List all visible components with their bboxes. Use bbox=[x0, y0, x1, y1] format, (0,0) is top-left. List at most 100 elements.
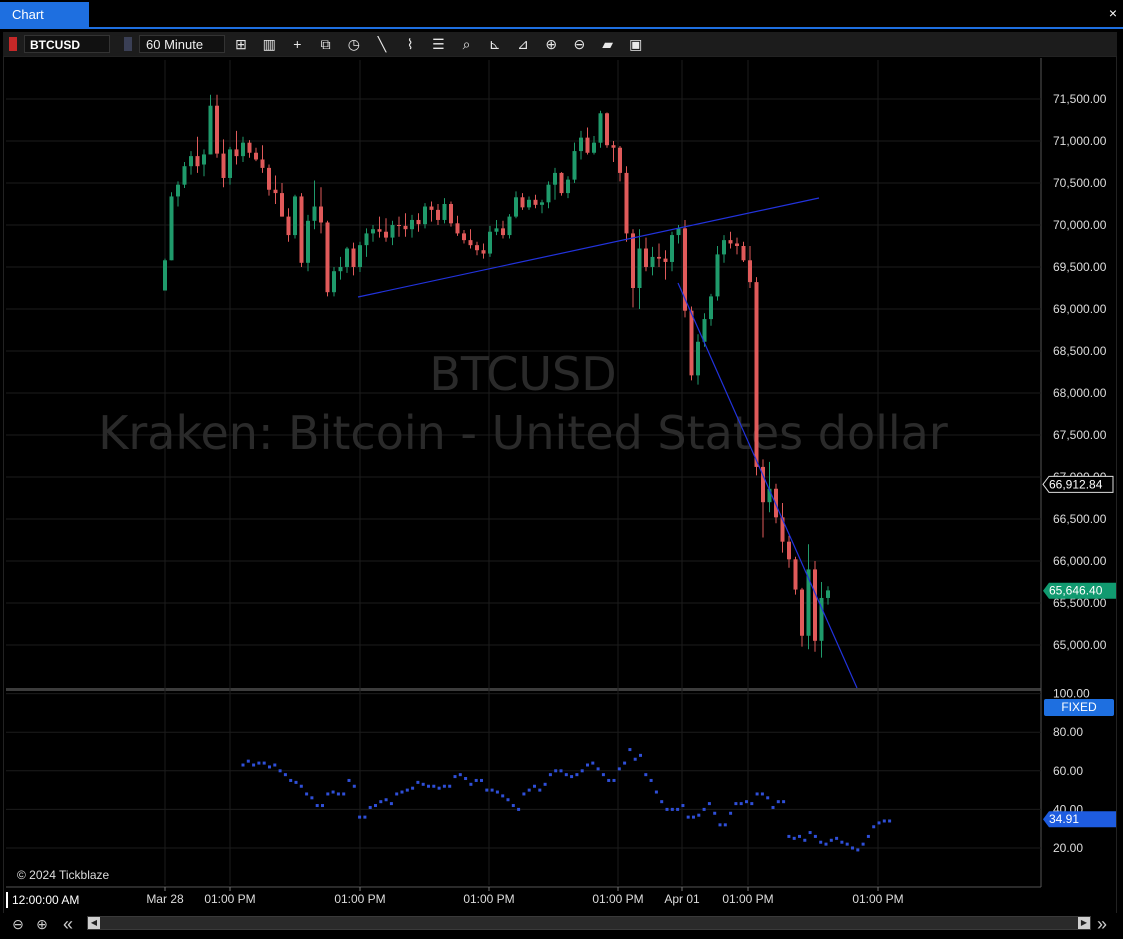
candle bbox=[507, 214, 512, 239]
candle bbox=[611, 141, 616, 162]
candle-body bbox=[514, 197, 518, 217]
candle bbox=[189, 151, 193, 175]
scroll-back-icon[interactable]: « bbox=[62, 914, 73, 934]
axis-scale-icon[interactable]: ⊿ bbox=[517, 36, 529, 52]
candle bbox=[787, 535, 791, 568]
indicator-tick-label: 100.00 bbox=[1053, 687, 1090, 701]
candle bbox=[403, 213, 408, 237]
symbol-input[interactable]: BTCUSD bbox=[24, 35, 110, 53]
horizontal-scrollbar[interactable]: ◀ ▶ bbox=[87, 916, 1091, 930]
search-icon[interactable]: ⌕ bbox=[462, 36, 471, 52]
candle-body bbox=[299, 196, 304, 263]
cursor-time-label: 12:00:00 AM bbox=[6, 892, 83, 908]
indicator-point bbox=[633, 757, 637, 761]
candle-body bbox=[254, 152, 258, 160]
indicator-point bbox=[734, 802, 738, 806]
indicator-point bbox=[480, 778, 483, 782]
indicator-point bbox=[543, 782, 547, 786]
candle bbox=[416, 213, 421, 232]
last-price-value: 65,646.40 bbox=[1049, 584, 1103, 598]
candle-body bbox=[338, 267, 343, 272]
candle bbox=[501, 220, 505, 239]
candle-body bbox=[806, 569, 811, 636]
candle-body bbox=[436, 209, 440, 220]
zoom-out-icon[interactable]: ⊖ bbox=[573, 36, 586, 52]
candle-body bbox=[592, 142, 596, 153]
candle bbox=[819, 582, 824, 658]
candle-body bbox=[813, 569, 817, 641]
indicator-point bbox=[713, 811, 717, 815]
line-tool-icon[interactable]: ╲ bbox=[377, 36, 387, 52]
candle-body bbox=[774, 488, 778, 518]
list-icon[interactable]: ☰ bbox=[432, 36, 445, 52]
candle-body bbox=[787, 541, 791, 560]
indicator-point bbox=[278, 769, 282, 773]
zoom-in-icon[interactable]: ⊕ bbox=[545, 36, 558, 52]
indicator-point bbox=[310, 796, 314, 800]
candle-body bbox=[702, 319, 707, 342]
candle bbox=[533, 194, 538, 209]
indicator-point bbox=[554, 769, 558, 773]
indicator-tick-label: 20.00 bbox=[1053, 841, 1083, 855]
candle-body bbox=[312, 206, 317, 221]
zoom-in-icon[interactable]: ⊕ bbox=[36, 916, 48, 932]
indicator-point bbox=[427, 784, 430, 788]
close-icon[interactable]: × bbox=[1108, 5, 1117, 21]
scroll-left-icon[interactable]: ◀ bbox=[88, 917, 100, 929]
axis-icon[interactable]: ⊾ bbox=[488, 36, 501, 52]
candle-body bbox=[241, 142, 245, 157]
candle-body bbox=[416, 219, 421, 225]
indicator-point bbox=[644, 773, 648, 777]
zoom-out-icon[interactable]: ⊖ bbox=[12, 916, 24, 932]
timeframe-select[interactable]: 60 Minute bbox=[139, 35, 225, 53]
indicator-point bbox=[729, 811, 733, 815]
trend-tool-icon[interactable]: ⌇ bbox=[406, 36, 414, 52]
clock-icon[interactable]: ◷ bbox=[347, 36, 360, 52]
timeframe-color-swatch[interactable] bbox=[124, 37, 132, 51]
candle-body bbox=[683, 228, 687, 311]
time-tick-label: Mar 28 bbox=[146, 892, 184, 906]
indicator-point bbox=[294, 780, 298, 784]
compare-icon[interactable]: ⧉ bbox=[320, 36, 331, 52]
tab-chart[interactable]: Chart bbox=[0, 2, 89, 27]
candle-body bbox=[488, 231, 492, 254]
bar-type-icon[interactable]: ⊞ bbox=[235, 36, 247, 52]
candle bbox=[813, 561, 817, 652]
indicator-point bbox=[787, 834, 791, 838]
indicator-point bbox=[384, 798, 388, 802]
candle-body bbox=[598, 113, 603, 143]
candle bbox=[585, 127, 590, 155]
indicators-icon[interactable]: ▥ bbox=[262, 36, 276, 52]
scroll-right-icon[interactable]: ▶ bbox=[1078, 917, 1090, 929]
indicator-point bbox=[601, 773, 605, 777]
crosshair-icon[interactable]: + bbox=[293, 36, 302, 52]
save-icon[interactable]: ▣ bbox=[629, 36, 643, 52]
candle-body bbox=[208, 105, 213, 155]
candle bbox=[494, 219, 499, 236]
indicator-point bbox=[347, 778, 351, 782]
indicator-point bbox=[458, 773, 462, 777]
time-tick-label: 01:00 PM bbox=[204, 892, 255, 906]
scroll-forward-icon[interactable]: » bbox=[1096, 914, 1107, 934]
indicator-point bbox=[723, 823, 727, 827]
candle-body bbox=[650, 256, 655, 267]
scale-mode-button[interactable]: FIXED bbox=[1044, 699, 1114, 716]
candle bbox=[273, 175, 278, 204]
indicator-point bbox=[580, 769, 584, 773]
candle-body bbox=[410, 219, 414, 230]
indicator-point bbox=[570, 775, 574, 779]
indicator-point bbox=[336, 792, 340, 796]
open-folder-icon[interactable]: ▰ bbox=[602, 36, 613, 52]
candle bbox=[644, 237, 648, 272]
candle bbox=[455, 215, 460, 236]
trendline-support bbox=[357, 197, 820, 298]
price-tick-label: 65,000.00 bbox=[1053, 638, 1107, 652]
candle bbox=[176, 181, 180, 207]
candle bbox=[163, 258, 167, 291]
candle bbox=[800, 587, 804, 647]
candle-body bbox=[215, 105, 219, 154]
price-tick-label: 71,000.00 bbox=[1053, 134, 1107, 148]
symbol-color-swatch[interactable] bbox=[9, 37, 17, 51]
indicator-point bbox=[442, 784, 446, 788]
